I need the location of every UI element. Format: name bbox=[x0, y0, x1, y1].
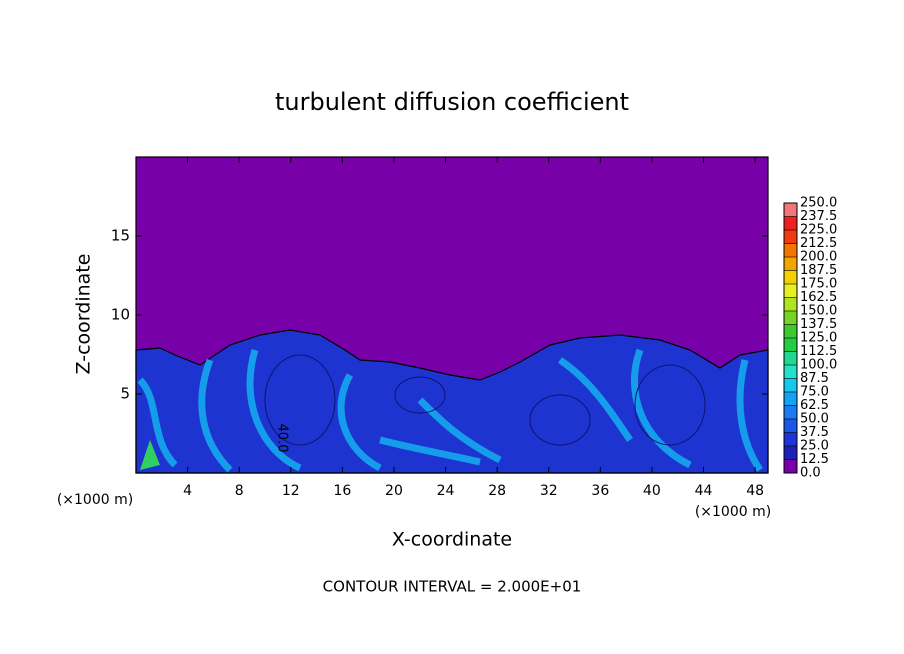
x-tick-label: 24 bbox=[437, 483, 455, 499]
colorbar-segment bbox=[784, 203, 797, 217]
field-swirls bbox=[137, 348, 763, 473]
colorbar-segment bbox=[784, 459, 797, 473]
colorbar-segment bbox=[784, 324, 797, 338]
y-tick-label: 5 bbox=[120, 385, 130, 403]
colorbar-label: 225.0 bbox=[800, 223, 837, 238]
y-tick-label: 10 bbox=[111, 306, 130, 324]
x-tick-label: 8 bbox=[235, 483, 244, 499]
colorbar-segment bbox=[784, 351, 797, 365]
x-tick-label: 44 bbox=[695, 483, 713, 499]
colorbar-segment bbox=[784, 270, 797, 284]
colorbar-segment bbox=[784, 297, 797, 311]
colorbar-label: 187.5 bbox=[800, 263, 837, 278]
y-unit-label: (×1000 m) bbox=[57, 492, 133, 508]
colorbar-label: 125.0 bbox=[800, 331, 837, 346]
x-tick-label: 32 bbox=[540, 483, 558, 499]
colorbar-segment bbox=[784, 284, 797, 298]
colorbar-label: 137.5 bbox=[800, 317, 837, 332]
x-tick-label: 28 bbox=[488, 483, 506, 499]
colorbar-segment bbox=[784, 446, 797, 460]
field-peak bbox=[140, 440, 160, 470]
colorbar-segment bbox=[784, 243, 797, 257]
x-tick-label: 16 bbox=[333, 483, 351, 499]
x-tick-label: 4 bbox=[183, 483, 192, 499]
colorbar-segment bbox=[784, 216, 797, 230]
colorbar-label: 62.5 bbox=[800, 398, 829, 413]
y-tick-label: 15 bbox=[111, 227, 130, 245]
colorbar-segment bbox=[784, 365, 797, 379]
colorbar-label: 0.0 bbox=[800, 466, 821, 481]
y-axis-label: Z-coordinate bbox=[73, 254, 95, 375]
colorbar-label: 25.0 bbox=[800, 439, 829, 454]
colorbar-label: 87.5 bbox=[800, 371, 829, 386]
colorbar-segment bbox=[784, 392, 797, 406]
x-tick-label: 48 bbox=[746, 483, 764, 499]
x-unit-label: (×1000 m) bbox=[695, 504, 771, 520]
colorbar-segment bbox=[784, 338, 797, 352]
colorbar-label: 162.5 bbox=[800, 290, 837, 305]
colorbar-label: 200.0 bbox=[800, 250, 837, 265]
colorbar-label: 75.0 bbox=[800, 385, 829, 400]
colorbar-segment bbox=[784, 257, 797, 271]
x-tick-label: 12 bbox=[282, 483, 300, 499]
colorbar-segment bbox=[784, 405, 797, 419]
colorbar-label: 37.5 bbox=[800, 425, 829, 440]
colorbar-segment bbox=[784, 378, 797, 392]
x-tick-label: 40 bbox=[643, 483, 661, 499]
x-axis-label: X-coordinate bbox=[392, 529, 512, 551]
colorbar-label: 250.0 bbox=[800, 196, 837, 211]
contour-label: 40.0 bbox=[275, 424, 290, 453]
colorbar-label: 150.0 bbox=[800, 304, 837, 319]
colorbar-label: 12.5 bbox=[800, 452, 829, 467]
colorbar-segment bbox=[784, 230, 797, 244]
colorbar-label: 175.0 bbox=[800, 277, 837, 292]
colorbar-label: 100.0 bbox=[800, 358, 837, 373]
footer: CONTOUR INTERVAL = 2.000E+01 bbox=[323, 578, 582, 596]
colorbar-label: 212.5 bbox=[800, 236, 837, 251]
colorbar-label: 112.5 bbox=[800, 344, 837, 359]
colorbar-segment bbox=[784, 311, 797, 325]
colorbar-label: 237.5 bbox=[800, 209, 837, 224]
x-tick-label: 36 bbox=[591, 483, 609, 499]
colorbar-segment bbox=[784, 432, 797, 446]
colorbar-segment bbox=[784, 419, 797, 433]
colorbar-label: 50.0 bbox=[800, 412, 829, 427]
field: 40.0 bbox=[135, 157, 769, 474]
chart-title: turbulent diffusion coefficient bbox=[275, 88, 629, 116]
field-contours bbox=[264, 354, 706, 446]
field-region bbox=[135, 329, 769, 474]
x-tick-label: 20 bbox=[385, 483, 403, 499]
